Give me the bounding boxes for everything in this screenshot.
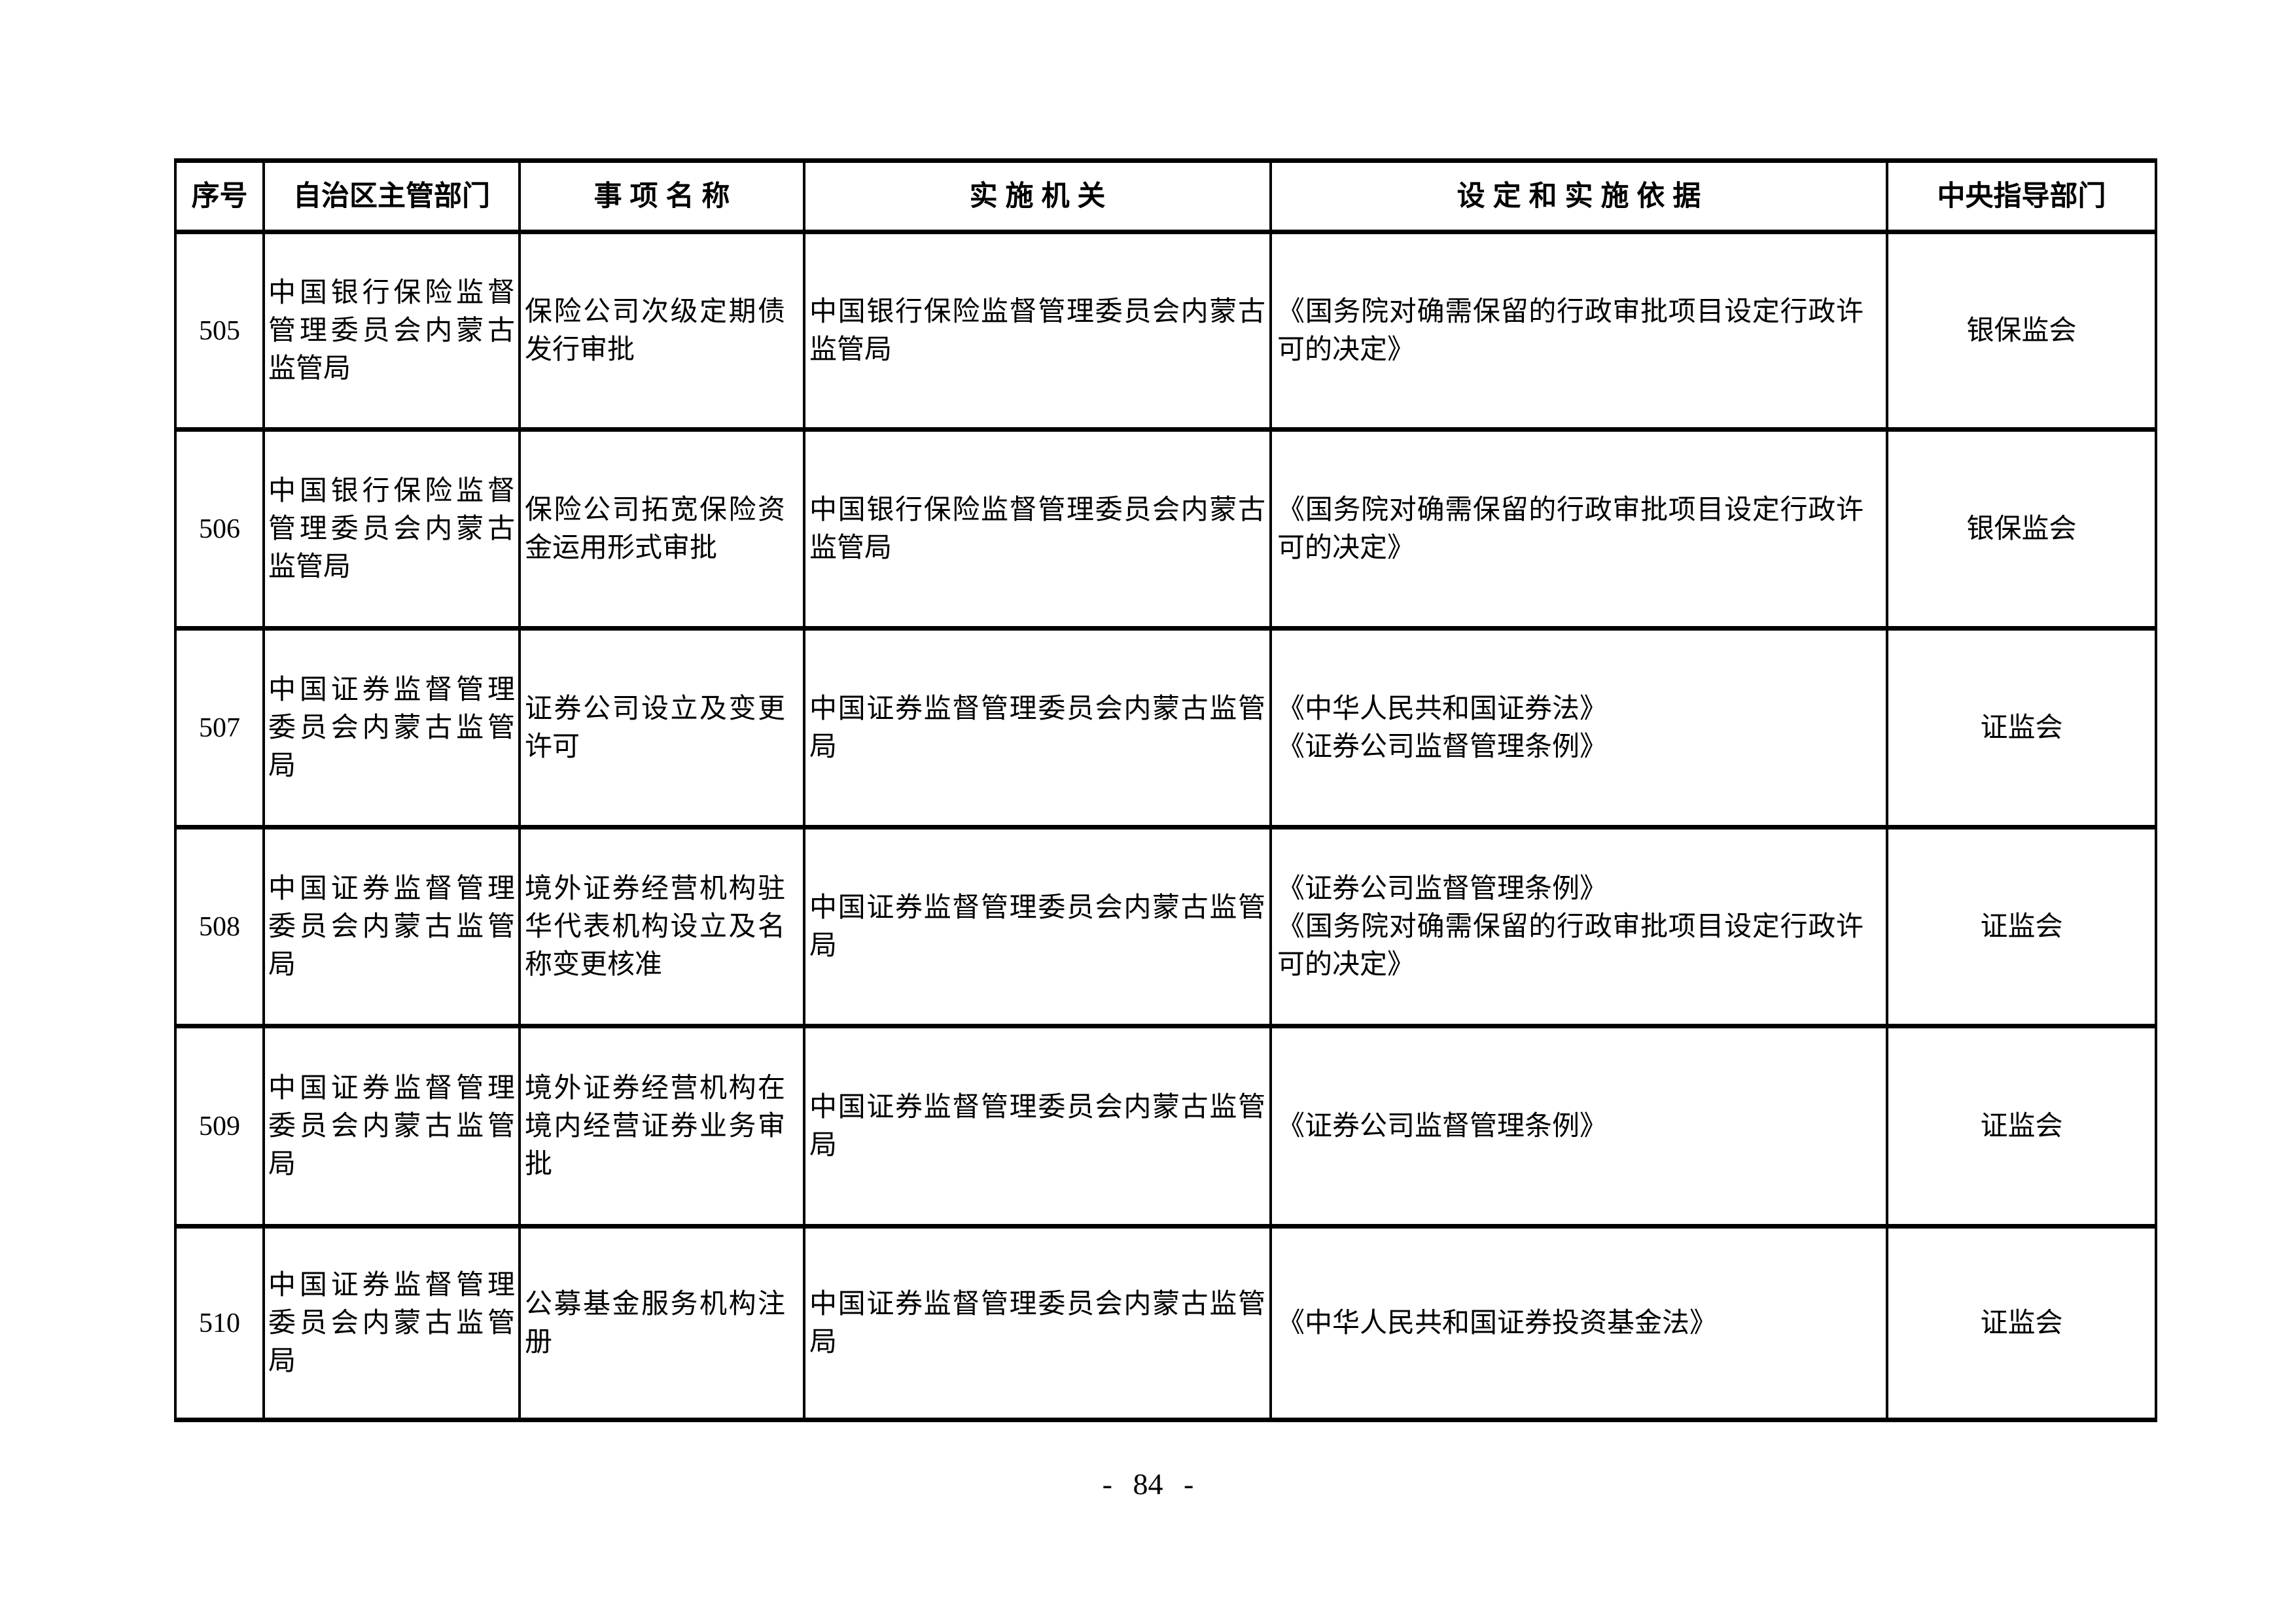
cell-dept: 中国证券监督管理委员会内蒙古监管局 [262,1024,521,1229]
table-row: 508 中国证券监督管理委员会内蒙古监管局 境外证券经营机构驻华代表机构设立及名… [174,825,2157,1028]
cell-serial: 506 [174,427,265,631]
cell-serial: 509 [174,1024,265,1229]
cell-basis: 《中华人民共和国证券投资基金法》 [1269,1224,1888,1422]
cell-basis: 《中华人民共和国证券法》 《证券公司监督管理条例》 [1269,626,1888,829]
cell-agency: 中国证券监督管理委员会内蒙古监管局 [803,825,1272,1028]
cell-item: 境外证券经营机构驻华代表机构设立及名称变更核准 [518,825,805,1028]
col-header-central: 中央指导部门 [1886,158,2157,234]
cell-item: 公募基金服务机构注册 [518,1224,805,1422]
cell-item: 保险公司拓宽保险资金运用形式审批 [518,427,805,631]
cell-central-dept: 证监会 [1886,825,2157,1028]
cell-agency: 中国证券监督管理委员会内蒙古监管局 [803,626,1272,829]
cell-basis: 《证券公司监督管理条例》 [1269,1024,1888,1229]
cell-serial: 508 [174,825,265,1028]
cell-dept: 中国证券监督管理委员会内蒙古监管局 [262,1224,521,1422]
cell-item: 保险公司次级定期债发行审批 [518,230,805,432]
cell-central-dept: 证监会 [1886,626,2157,829]
table-row: 510 中国证券监督管理委员会内蒙古监管局 公募基金服务机构注册 中国证券监督管… [174,1224,2157,1422]
table-row: 507 中国证券监督管理委员会内蒙古监管局 证券公司设立及变更许可 中国证券监督… [174,626,2157,829]
col-header-item: 事 项 名 称 [518,158,805,234]
cell-item: 境外证券经营机构在境内经营证券业务审批 [518,1024,805,1229]
cell-basis: 《国务院对确需保留的行政审批项目设定行政许可的决定》 [1269,427,1888,631]
col-header-dept: 自治区主管部门 [262,158,521,234]
cell-dept: 中国银行保险监督管理委员会内蒙古监管局 [262,427,521,631]
cell-item: 证券公司设立及变更许可 [518,626,805,829]
cell-central-dept: 证监会 [1886,1224,2157,1422]
cell-basis: 《证券公司监督管理条例》 《国务院对确需保留的行政审批项目设定行政许可的决定》 [1269,825,1888,1028]
cell-agency: 中国证券监督管理委员会内蒙古监管局 [803,1024,1272,1229]
col-header-basis: 设 定 和 实 施 依 据 [1269,158,1888,234]
cell-basis: 《国务院对确需保留的行政审批项目设定行政许可的决定》 [1269,230,1888,432]
cell-agency: 中国证券监督管理委员会内蒙古监管局 [803,1224,1272,1422]
cell-serial: 510 [174,1224,265,1422]
cell-central-dept: 银保监会 [1886,230,2157,432]
cell-agency: 中国银行保险监督管理委员会内蒙古监管局 [803,230,1272,432]
table-row: 509 中国证券监督管理委员会内蒙古监管局 境外证券经营机构在境内经营证券业务审… [174,1024,2157,1229]
cell-dept: 中国证券监督管理委员会内蒙古监管局 [262,825,521,1028]
page-number: - 84 - [1102,1467,1194,1501]
cell-serial: 505 [174,230,265,432]
col-header-serial: 序号 [174,158,265,234]
table-row: 506 中国银行保险监督管理委员会内蒙古监管局 保险公司拓宽保险资金运用形式审批… [174,427,2157,631]
cell-central-dept: 证监会 [1886,1024,2157,1229]
table-header-row: 序号 自治区主管部门 事 项 名 称 实 施 机 关 设 定 和 实 施 依 据… [174,158,2157,234]
cell-agency: 中国银行保险监督管理委员会内蒙古监管局 [803,427,1272,631]
col-header-agency: 实 施 机 关 [803,158,1272,234]
cell-serial: 507 [174,626,265,829]
table-row: 505 中国银行保险监督管理委员会内蒙古监管局 保险公司次级定期债发行审批 中国… [174,230,2157,432]
cell-central-dept: 银保监会 [1886,427,2157,631]
approval-items-table: 序号 自治区主管部门 事 项 名 称 实 施 机 关 设 定 和 实 施 依 据… [174,158,2157,1422]
cell-dept: 中国银行保险监督管理委员会内蒙古监管局 [262,230,521,432]
cell-dept: 中国证券监督管理委员会内蒙古监管局 [262,626,521,829]
